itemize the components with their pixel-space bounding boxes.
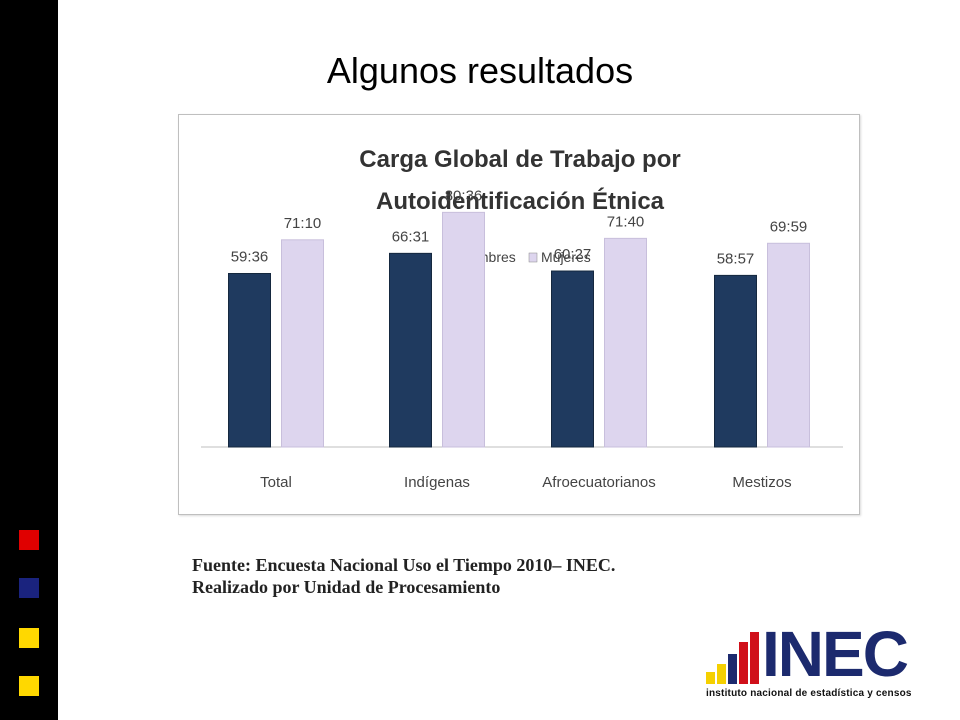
source-line-2: Realizado por Unidad de Procesamiento [192, 577, 501, 597]
data-label-hombres-0: 59:36 [231, 248, 269, 265]
chart-title-line1: Carga Global de Trabajo por [359, 146, 680, 173]
slide-title: Algunos resultados [326, 50, 634, 91]
data-label-hombres-1: 66:31 [392, 228, 430, 245]
legend-label-mujeres: Mujeres [541, 249, 591, 265]
legend-swatch-mujeres [528, 252, 538, 263]
source-note: Fuente: Encuesta Nacional Uso el Tiempo … [192, 554, 615, 598]
bar-mujeres-3 [767, 242, 810, 448]
category-label-2: Afroecuatorianos [542, 474, 655, 491]
bar-hombres-2 [551, 270, 594, 448]
source-line-1: Fuente: Encuesta Nacional Uso el Tiempo … [192, 555, 616, 575]
bar-hombres-1 [389, 252, 432, 448]
bar-mujeres-2 [604, 237, 647, 448]
category-label-1: Indígenas [404, 474, 470, 491]
logo-bar-2 [728, 654, 737, 684]
bar-mujeres-0 [281, 239, 324, 448]
data-label-mujeres-2: 71:40 [607, 213, 645, 230]
logo-bar-3 [739, 642, 748, 684]
yellow-square-1 [19, 628, 39, 648]
data-label-mujeres-3: 69:59 [770, 218, 808, 235]
bar-chart: Carga Global de Trabajo por Autoidentifi… [201, 146, 843, 491]
data-label-mujeres-1: 80:36 [445, 187, 483, 204]
logo-bar-4 [750, 632, 759, 684]
logo-bar-1 [717, 664, 726, 684]
chart-frame: Carga Global de Trabajo por Autoidentifi… [178, 114, 860, 515]
bar-hombres-3 [714, 274, 757, 448]
chart-title-line2: Autoidentificación Étnica [376, 187, 665, 215]
inec-logo: INEC instituto nacional de estadística y… [704, 622, 936, 706]
logo-text: INEC [762, 618, 909, 690]
category-label-3: Mestizos [732, 474, 791, 491]
blue-square [19, 578, 39, 598]
logo-bar-0 [706, 672, 715, 684]
bar-hombres-0 [228, 272, 271, 448]
yellow-square-2 [19, 676, 39, 696]
red-square [19, 530, 39, 550]
data-label-hombres-2: 60:27 [554, 246, 592, 263]
data-label-hombres-3: 58:57 [717, 250, 755, 267]
bar-mujeres-1 [442, 211, 485, 448]
left-decor-bar [0, 0, 58, 720]
category-label-0: Total [260, 474, 292, 491]
data-label-mujeres-0: 71:10 [284, 215, 322, 232]
logo-bars-icon [706, 632, 759, 684]
logo-subtitle: instituto nacional de estadística y cens… [706, 688, 912, 699]
